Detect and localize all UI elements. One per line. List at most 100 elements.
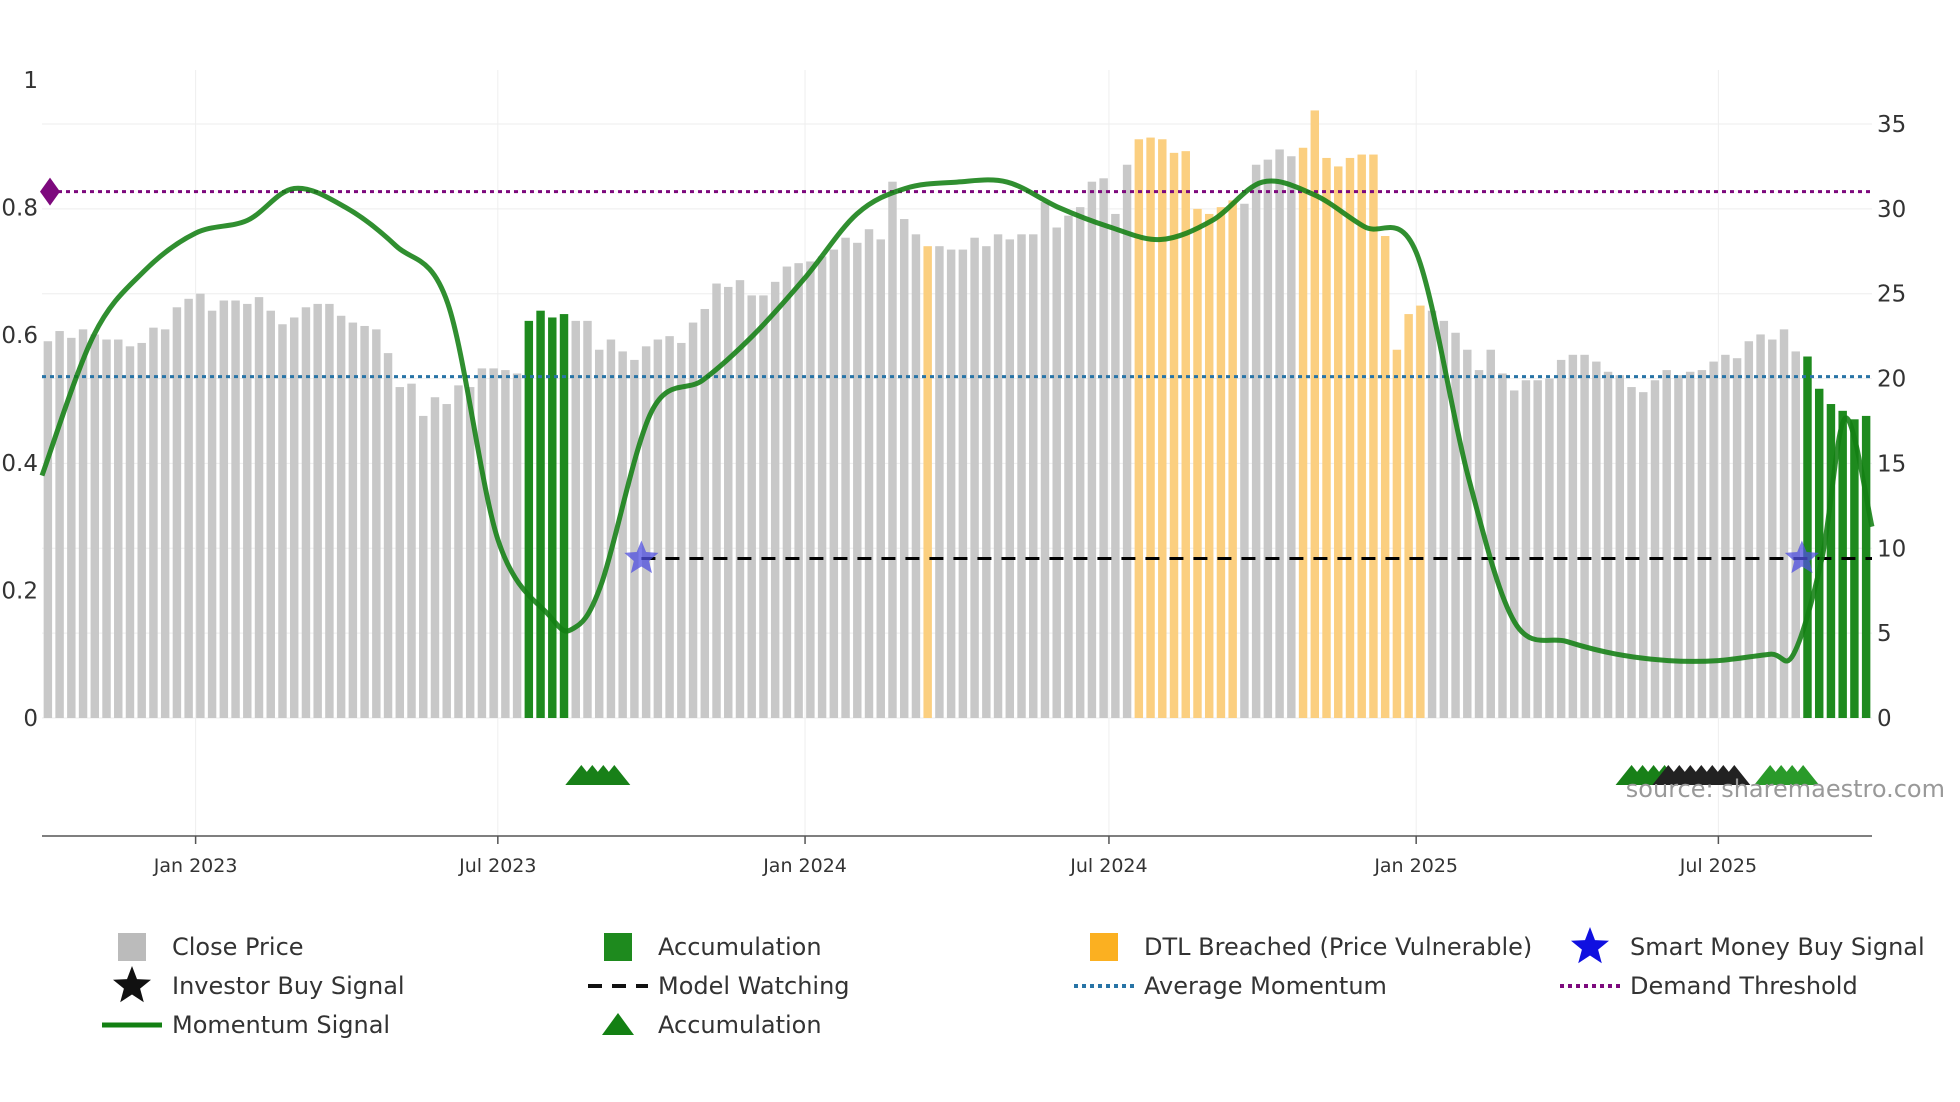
right-tick-label: 35 (1877, 112, 1906, 138)
close-price-bar (1486, 349, 1495, 718)
close-price-bar (782, 266, 792, 718)
close-price-bar (137, 342, 146, 718)
close-price-bar (1556, 359, 1566, 718)
legend-label: Smart Money Buy Signal (1630, 933, 1925, 961)
close-price-bar (395, 387, 405, 718)
close-price-bar (1029, 234, 1038, 719)
legend-label: Investor Buy Signal (172, 972, 405, 1000)
accumulation-markers (565, 765, 1820, 785)
close-price-bar (1779, 329, 1789, 718)
close-price-bar (970, 237, 979, 719)
close-price-bar (1791, 351, 1800, 718)
close-price-bar (1709, 361, 1718, 718)
dtl-breached-bar (1134, 139, 1144, 718)
reference-lines (40, 177, 1872, 560)
close-price-bar (1521, 380, 1531, 718)
close-price-bar (1463, 349, 1472, 718)
legend-square-icon (1090, 933, 1118, 961)
legend-star-icon (1571, 927, 1609, 964)
close-price-bar (419, 415, 428, 718)
close-price-bar (1685, 371, 1695, 718)
smart-money-buy-signals (624, 540, 1819, 574)
close-price-bar (1287, 156, 1296, 718)
close-price-bar (219, 300, 229, 718)
legend-item: Model Watching (588, 972, 850, 1000)
close-price-bar (1111, 213, 1120, 718)
close-price-bar (160, 329, 170, 718)
accumulation-bar (1861, 415, 1871, 718)
right-tick-label: 20 (1877, 367, 1906, 393)
close-price-bar (606, 339, 616, 718)
legend-item: Close Price (118, 933, 304, 961)
left-tick-label: 0.2 (1, 578, 38, 604)
bars (43, 110, 1871, 719)
legend-item: DTL Breached (Price Vulnerable) (1090, 933, 1532, 961)
close-price-bar (149, 327, 158, 718)
legend-square-icon (604, 933, 632, 961)
x-tick-label: Jan 2024 (762, 855, 847, 877)
close-price-bar (724, 286, 733, 718)
close-price-bar (594, 349, 604, 718)
accumulation-triangle (1718, 765, 1751, 785)
close-price-bar (67, 337, 76, 718)
x-tick-label: Jul 2025 (1679, 855, 1757, 877)
legend-item: Demand Threshold (1560, 972, 1858, 1000)
close-price-bar (888, 181, 897, 718)
legend-item: Accumulation (604, 933, 822, 961)
dtl-breached-bar (1181, 151, 1190, 718)
right-tick-label: 15 (1877, 451, 1906, 477)
close-price-bar (665, 336, 674, 718)
legend-label: Average Momentum (1144, 972, 1387, 1000)
close-price-bar (853, 242, 862, 719)
close-price-bar (512, 373, 522, 718)
dtl-breached-bar (1392, 349, 1402, 718)
accumulation-bar (1814, 388, 1824, 718)
close-price-bar (172, 307, 182, 718)
accumulation-bar (1803, 356, 1812, 718)
close-price-bar (1732, 358, 1742, 718)
dtl-breached-bar (1169, 152, 1179, 718)
left-tick-label: 0.6 (1, 323, 38, 349)
dtl-breached-bar (1404, 314, 1413, 718)
right-tick-label: 5 (1877, 621, 1892, 647)
close-price-bar (712, 283, 721, 718)
close-price-bar (1240, 203, 1249, 718)
close-price-bar (360, 325, 369, 718)
close-price-bar (935, 246, 944, 719)
close-price-bar (1498, 373, 1507, 718)
legend: Close Price Accumulation DTL Breached (Pri… (102, 927, 1925, 1039)
close-price-bar (125, 346, 135, 718)
close-price-bar (231, 300, 240, 718)
close-price-bar (196, 293, 205, 718)
close-price-bar (899, 219, 909, 719)
close-price-bar (1064, 215, 1073, 718)
dtl-breached-bar (1369, 154, 1378, 718)
dtl-breached-bar (1216, 207, 1226, 718)
legend-label: Model Watching (658, 972, 850, 1000)
dtl-breached-bar (1228, 200, 1237, 718)
close-price-bar (641, 346, 651, 718)
close-price-bar (1533, 380, 1542, 718)
close-price-bar (1087, 181, 1097, 718)
close-price-bar (1509, 390, 1519, 718)
close-price-bar (489, 368, 498, 718)
left-tick-label: 0.4 (1, 451, 38, 477)
close-price-bar (114, 339, 123, 718)
legend-triangle-icon (602, 1013, 634, 1035)
close-price-bar (1627, 387, 1636, 718)
accumulation-bar (1850, 419, 1859, 718)
right-tick-label: 30 (1877, 197, 1906, 223)
accumulation-bar (1826, 404, 1836, 718)
dtl-breached-bar (1345, 157, 1355, 718)
dtl-breached-bar (1146, 137, 1155, 718)
close-price-bar (1040, 202, 1050, 718)
dtl-breached-bar (1193, 208, 1202, 718)
close-price-bar (571, 320, 580, 718)
close-price-bar (1768, 339, 1777, 718)
accumulation-triangle (1787, 765, 1820, 785)
accumulation-bar (536, 310, 545, 718)
legend-label: Accumulation (658, 933, 822, 961)
x-tick-label: Jul 2024 (1069, 855, 1147, 877)
close-price-bar (618, 351, 627, 718)
close-price-bar (1662, 370, 1671, 718)
